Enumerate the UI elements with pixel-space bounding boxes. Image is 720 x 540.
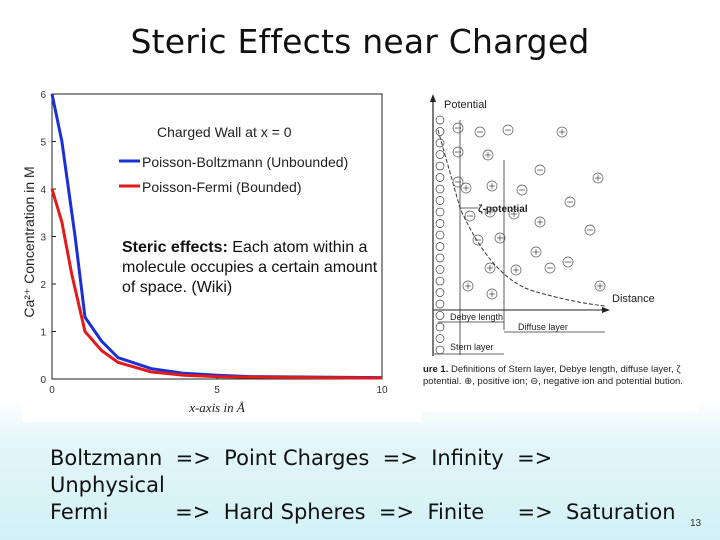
positive-ion-icon [510,264,522,276]
negative-ion-icon [564,196,576,208]
potential-label: Potential [444,99,487,111]
positive-ion-icon [594,280,606,292]
negative-ion-icon [502,124,514,136]
potential-arrow-icon [430,94,436,102]
y-tick-label: 4 [40,185,46,196]
wall-negative-charge-icon [435,265,445,274]
wall-negative-charge-icon [435,322,445,332]
wall-negative-charge-icon [435,161,445,171]
stern-layer-label: Stern layer [450,342,494,352]
wall-negative-charge-icon [435,242,445,251]
y-tick-label: 5 [40,138,46,149]
positive-ion-icon [530,246,542,258]
positive-ion-icon [508,208,520,220]
negative-ion-icon [472,234,484,246]
potential-curve [437,129,606,307]
bottom-line-1: Boltzmann => Point Charges => Infinity =… [50,446,553,470]
positive-ion-icon [484,262,496,274]
zeta-potential-label: ζ-potential [478,204,528,215]
charged-wall [435,115,445,355]
distance-arrow-icon [602,307,610,313]
x-tick-label: 5 [214,385,220,396]
y-tick-label: 2 [40,280,46,291]
positive-ion-icon [460,182,472,194]
wall-negative-charge-icon [435,150,445,159]
caption-text: Definitions of Stern layer, Debye length… [423,364,683,387]
x-axis-label: x-axis in Å [188,400,245,415]
bottom-line-3: Fermi => Hard Spheres => Finite => Satur… [50,500,676,524]
positive-ion-icon [494,232,506,244]
negative-ion-icon [534,164,546,176]
positive-ion-icon [462,280,474,292]
wall-negative-charge-icon [435,138,445,148]
wall-negative-charge-icon [435,184,445,194]
wall-negative-charge-icon [435,288,445,297]
positive-ion-icon [484,206,496,218]
wall-negative-charge-icon [435,173,445,182]
series-group [50,93,383,380]
negative-ion-icon [452,146,464,158]
wall-negative-charge-icon [435,253,445,263]
caption-fig: ure 1. [423,364,449,375]
wall-negative-charge-icon [435,345,445,355]
debye-length-label: Debye length [450,312,503,322]
bottom-line-2: Unphysical [50,473,165,497]
positive-ion-icon [556,126,568,138]
negative-ion-icon [584,224,596,236]
steric-effects-callout: Steric effects: Each atom within a molec… [122,238,384,298]
x-tick-label: 10 [376,385,388,396]
positive-ion-icon [486,180,498,192]
negative-ion-icon [452,122,464,134]
y-axis-label: Ca²⁺ Concentration in M [22,166,37,317]
positive-ion-icon [482,149,494,161]
wall-negative-charge-icon [435,127,445,136]
wall-negative-charge-icon [435,334,445,343]
negative-ion-icon [452,176,464,188]
positive-ion-icon [486,288,498,300]
legend-label-fermi: Poisson-Fermi (Bounded) [142,179,302,195]
callout-bold: Steric effects: [122,239,228,256]
wall-annotation: Charged Wall at x = 0 [157,124,292,140]
wall-negative-charge-icon [435,219,445,228]
wall-negative-charge-icon [435,230,445,240]
y-ticks: 6 5 4 3 2 1 0 [40,90,56,386]
wall-negative-charge-icon [435,311,445,320]
wall-negative-charge-icon [435,207,445,217]
figure-caption: ure 1. Definitions of Stern layer, Debye… [423,364,695,387]
diffuse-layer-label: Diffuse layer [518,322,568,332]
x-tick-label: 0 [49,385,55,396]
y-tick-label: 6 [40,90,46,101]
positive-ion-icon [592,172,604,184]
wall-negative-charge-icon [435,115,445,125]
y-tick-label: 0 [40,375,46,386]
negative-ion-icon [562,256,574,268]
distance-label: Distance [612,293,655,305]
double-layer-diagram: Potential Distance ζ-potential Debye len… [430,94,655,356]
negative-ion-icon [474,126,486,138]
page-number: 13 [690,518,702,529]
slide-title: Steric Effects near Charged [130,22,590,61]
stern-layer-figure: Potential Distance ζ-potential Debye len… [420,90,698,412]
ion-markers [452,122,606,300]
positive-ion-icon [534,216,546,228]
wall-negative-charge-icon [435,299,445,309]
legend-label-boltzmann: Poisson-Boltzmann (Unbounded) [142,154,348,170]
wall-negative-charge-icon [435,196,445,205]
negative-ion-icon [464,210,476,222]
series-line-fermi [50,188,383,380]
negative-ion-icon [544,262,556,274]
y-tick-label: 3 [40,233,46,244]
wall-negative-charge-icon [435,276,445,286]
bottom-comparison: Boltzmann => Point Charges => Infinity =… [50,445,676,526]
y-tick-label: 1 [40,328,46,339]
callout-text: Each atom within a molecule occupies a c… [122,239,378,296]
negative-ion-icon [516,184,528,196]
